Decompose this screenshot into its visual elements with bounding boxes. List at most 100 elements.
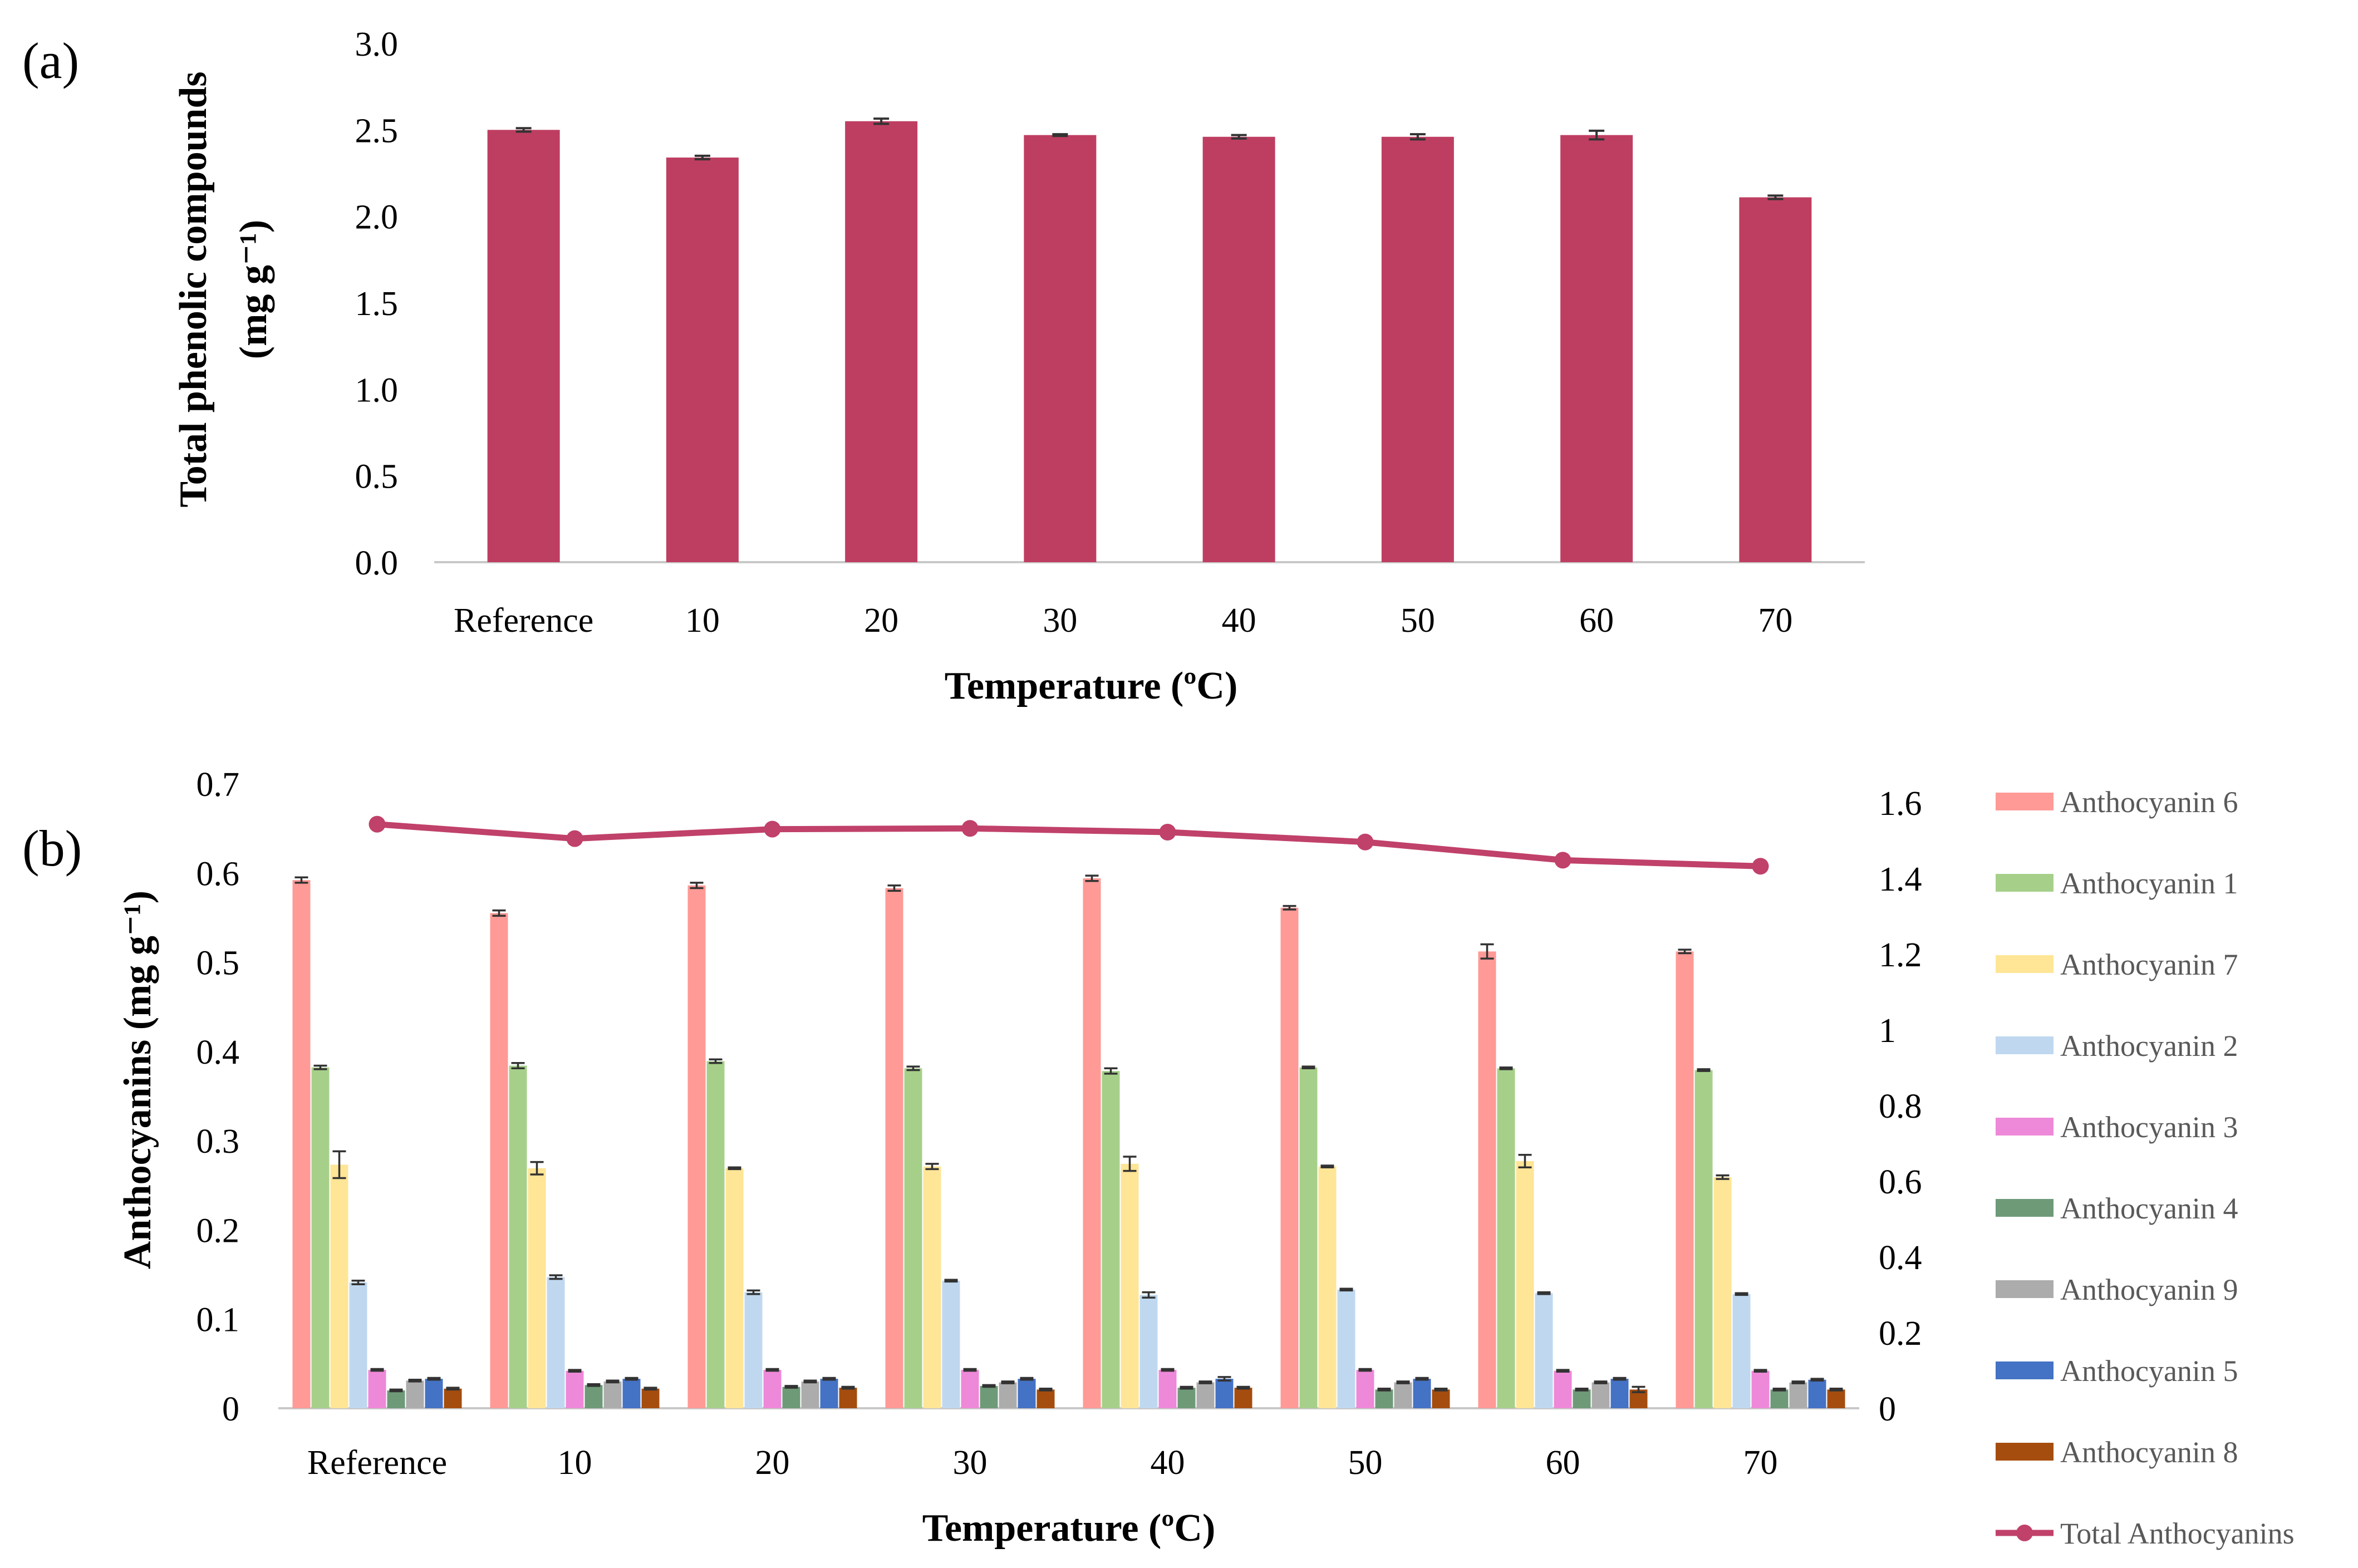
panel-b-total-anthocyanins-point xyxy=(764,820,781,838)
panel-b-bar xyxy=(406,1380,424,1408)
panel-b-bar xyxy=(1083,878,1101,1408)
panel-b-y2-tick-label: 1.6 xyxy=(1879,785,1922,823)
panel-b-legend: Anthocyanin 6 Anthocyanin 1 Anthocyanin 7 A… xyxy=(1996,785,2295,1550)
panel-b-bar xyxy=(1732,1294,1751,1408)
legend-swatch xyxy=(1996,874,2054,892)
panel-b-bar xyxy=(942,1280,960,1408)
panel-b-y2-tick-label: 1 xyxy=(1879,1012,1896,1050)
panel-a-bars xyxy=(487,117,1812,563)
panel-a-x-tick-label: 30 xyxy=(1043,602,1077,640)
legend-swatch xyxy=(1996,793,2054,810)
panel-b-bar xyxy=(387,1390,405,1408)
panel-b-bar xyxy=(490,913,508,1408)
panel-b-bar xyxy=(1280,907,1299,1408)
panel-b-total-anthocyanins-point xyxy=(961,820,979,837)
panel-a-y-tick-label: 3.0 xyxy=(355,26,399,63)
panel-b-bar xyxy=(1713,1177,1732,1408)
legend-label: Anthocyanin 4 xyxy=(2060,1192,2238,1225)
panel-b-bar xyxy=(980,1385,998,1408)
panel-b-y-tick-label: 0.7 xyxy=(196,766,240,804)
panel-b-x-axis: Reference 10 20 30 40 50 60 70 xyxy=(307,1444,1778,1482)
panel-a-bar xyxy=(845,121,918,563)
panel-b-bar xyxy=(706,1061,725,1408)
panel-b-y2-tick-label: 1.2 xyxy=(1879,936,1922,974)
panel-a-bar xyxy=(1381,136,1454,562)
panel-a-bar xyxy=(1739,197,1812,562)
panel-b-bar xyxy=(1413,1379,1431,1408)
panel-b-bar xyxy=(782,1387,800,1408)
panel-b-y-tick-label: 0.1 xyxy=(196,1301,240,1339)
panel-b-x-tick-label: 10 xyxy=(558,1444,592,1482)
legend-label: Anthocyanin 9 xyxy=(2060,1273,2238,1306)
panel-b-bar xyxy=(839,1388,857,1408)
panel-b-bar xyxy=(1694,1070,1713,1408)
panel-b-bar xyxy=(547,1277,565,1408)
panel-b-bar xyxy=(1299,1067,1318,1408)
panel-b-total-anthocyanins-polyline xyxy=(377,821,1761,869)
panel-b-bar xyxy=(820,1379,838,1408)
panel-b-bar xyxy=(801,1381,819,1408)
panel-b-bar xyxy=(1139,1295,1158,1408)
panel-b-bar xyxy=(1827,1389,1845,1408)
panel-b-y2-tick-label: 0.6 xyxy=(1879,1163,1922,1201)
panel-b-y-axis-title: Anthocyanins (mg g⁻¹) xyxy=(116,891,159,1269)
legend-swatch xyxy=(1996,1036,2054,1054)
panel-b-bar xyxy=(444,1388,462,1408)
panel-b-y2-tick-label: 0 xyxy=(1879,1390,1896,1428)
panel-b-y2-tick-label: 0.4 xyxy=(1879,1239,1922,1277)
panel-b-bar xyxy=(1337,1289,1355,1408)
panel-b-bar xyxy=(1751,1370,1770,1408)
panel-b-bar xyxy=(349,1282,367,1408)
legend-label: Anthocyanin 6 xyxy=(2060,785,2238,819)
panel-b-bars xyxy=(292,874,1845,1408)
panel-b-bar xyxy=(425,1379,443,1408)
panel-b-bar xyxy=(1356,1370,1374,1408)
panel-b-bar xyxy=(641,1388,660,1408)
panel-b-bar xyxy=(1554,1370,1572,1408)
panel-b-x-tick-label: 50 xyxy=(1348,1444,1383,1482)
panel-b-total-anthocyanins-point xyxy=(369,815,386,833)
legend-label: Anthocyanin 5 xyxy=(2060,1354,2238,1388)
panel-b-y2-tick-label: 0.8 xyxy=(1879,1088,1922,1125)
panel-b-y-tick-label: 0.2 xyxy=(196,1212,240,1250)
panel-b-bar xyxy=(1018,1379,1036,1408)
panel-b-bar xyxy=(999,1382,1017,1408)
panel-a-x-axis: Reference 10 20 30 40 50 60 70 xyxy=(454,602,1792,640)
panel-b-y-tick-label: 0.3 xyxy=(196,1123,240,1161)
panel-b-x-axis-title: Temperature (ºC) xyxy=(922,1507,1216,1550)
panel-a-total-phenolic-chart: (a) 0.0 0.5 1.0 1.5 2.0 2.5 3.0 Reference 10 20 3… xyxy=(22,26,1865,707)
panel-a-y-tick-label: 0.0 xyxy=(355,544,399,582)
panel-a-y-tick-label: 0.5 xyxy=(355,458,399,496)
panel-a-x-axis-title: Temperature (ºC) xyxy=(945,665,1238,707)
panel-b-bar xyxy=(1808,1379,1826,1408)
panel-b-bar xyxy=(1102,1071,1120,1408)
legend-label: Anthocyanin 7 xyxy=(2060,948,2238,981)
panel-a-x-tick-label: 70 xyxy=(1758,602,1792,640)
panel-b-bar xyxy=(603,1381,622,1408)
legend-swatch xyxy=(1996,955,2054,973)
panel-b-bar xyxy=(1789,1382,1807,1408)
legend-label: Anthocyanin 3 xyxy=(2060,1110,2238,1144)
panel-b-y-tick-label: 0.4 xyxy=(196,1034,240,1071)
panel-b-total-anthocyanins-point xyxy=(1159,824,1176,841)
panel-a-x-tick-label: 20 xyxy=(864,602,898,640)
panel-b-bar xyxy=(1432,1389,1450,1408)
panel-b-bar xyxy=(1478,951,1496,1408)
panel-b-y2-tick-label: 0.2 xyxy=(1879,1315,1922,1353)
panel-b-bar xyxy=(1497,1068,1515,1408)
panel-b-bar xyxy=(1516,1161,1534,1408)
panel-a-x-tick-label: 10 xyxy=(685,602,720,640)
legend-swatch xyxy=(1996,1280,2054,1298)
panel-a-x-tick-label: 60 xyxy=(1579,602,1614,640)
panel-b-secondary-y-axis: 0 0.2 0.4 0.6 0.8 1 1.2 1.4 1.6 xyxy=(1879,785,1922,1428)
panel-a-bar xyxy=(1560,135,1633,563)
panel-b-bar xyxy=(1535,1293,1553,1408)
panel-b-x-tick-label: 40 xyxy=(1151,1444,1185,1482)
panel-b-bar xyxy=(1394,1382,1412,1408)
panel-b-bar xyxy=(763,1370,782,1408)
panel-b-bar xyxy=(1770,1389,1789,1408)
panel-a-bar xyxy=(1202,136,1275,562)
panel-b-x-tick-label: Reference xyxy=(307,1444,447,1482)
